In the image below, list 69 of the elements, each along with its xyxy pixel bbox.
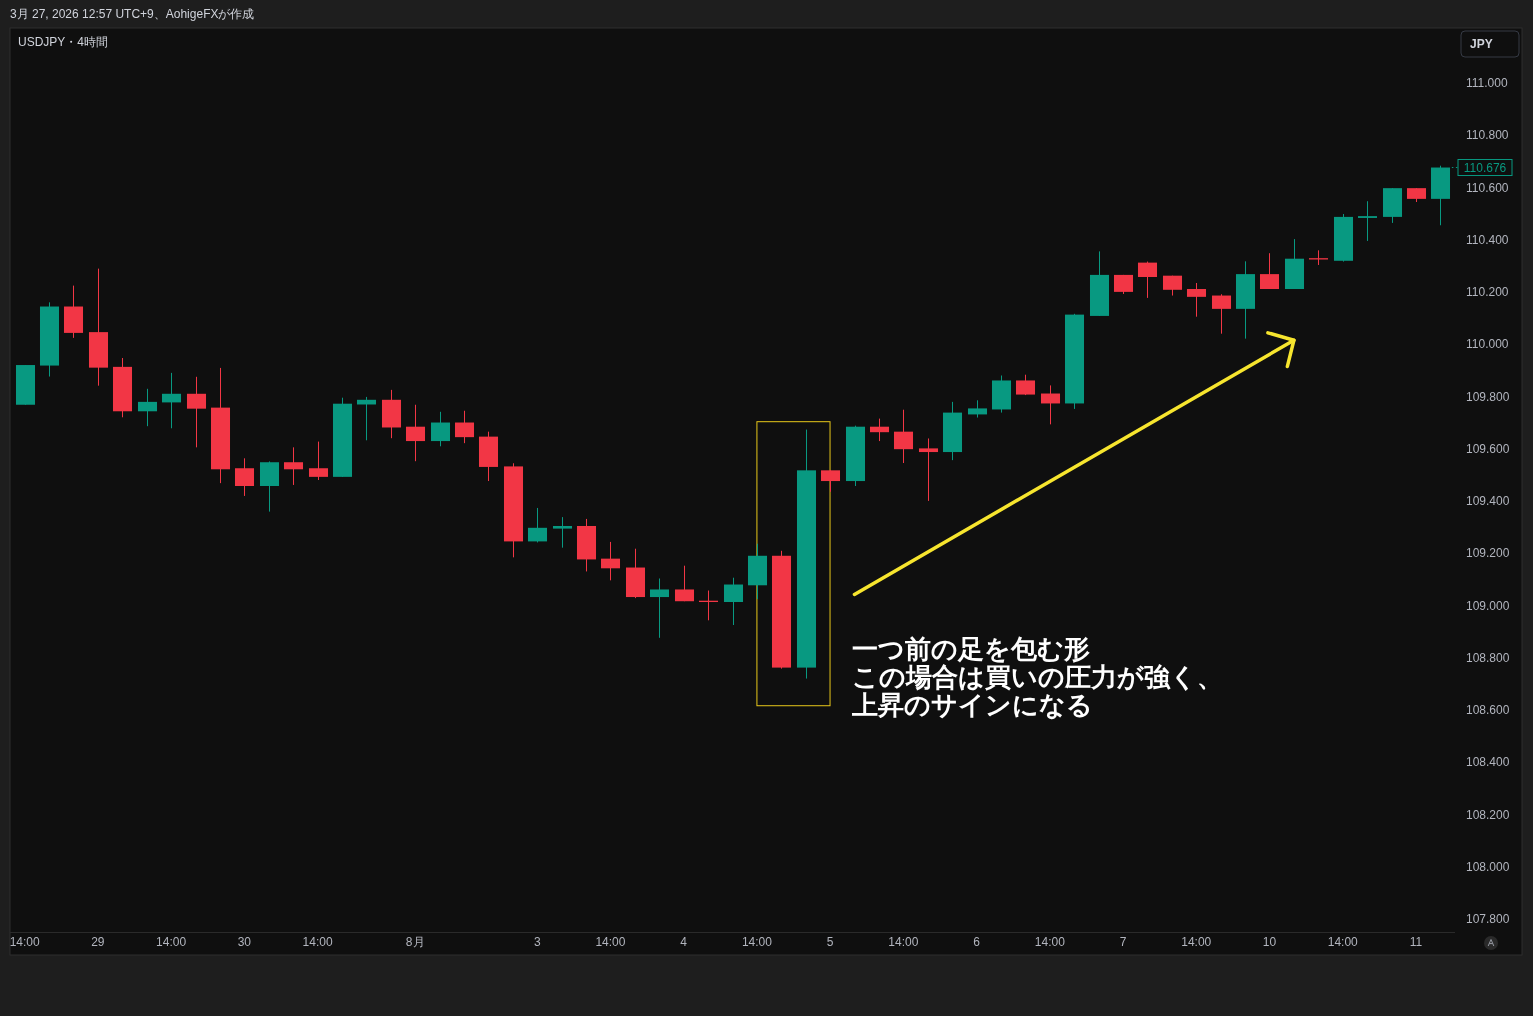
candlestick (552, 516, 573, 549)
ref-line-label: 110.676 (1463, 160, 1507, 175)
y-tick-label: 108.200 (1466, 807, 1510, 822)
y-tick-label: 108.800 (1466, 650, 1510, 665)
candlestick (1137, 261, 1158, 299)
y-tick-label: 110.600 (1466, 180, 1509, 195)
candlestick (918, 437, 939, 502)
candlestick (527, 507, 548, 543)
y-tick-label: 107.800 (1466, 912, 1510, 927)
annotation: 一つ前の足を包む形 (852, 634, 1091, 665)
x-tick-label: 30 (237, 935, 252, 950)
x-tick-label: 5 (826, 935, 834, 950)
x-tick-label: 14:00 (302, 935, 333, 950)
x-tick-label: 14:00 (595, 935, 626, 950)
candlestick (820, 469, 841, 493)
y-tick-label: 108.000 (1466, 859, 1510, 874)
y-tick-label: 108.400 (1466, 755, 1510, 770)
annotation: この場合は買いの圧力が強く、 (852, 662, 1224, 693)
candlestick (893, 409, 914, 464)
annotation: 上昇のサインになる (851, 690, 1094, 721)
candlestick (137, 388, 158, 427)
candlestick (283, 446, 304, 486)
y-tick-label: 108.600 (1466, 703, 1510, 718)
x-tick-label: 14:00 (1181, 935, 1212, 950)
candlestick (308, 441, 329, 481)
y-axis-title: JPY (1470, 37, 1493, 52)
x-tick-label: 29 (91, 935, 105, 950)
x-tick-label: 10 (1262, 935, 1277, 950)
candlestick (600, 541, 621, 581)
candlestick (234, 457, 255, 497)
x-tick-label: 14:00 (9, 935, 40, 950)
x-tick-label: 14:00 (156, 935, 187, 950)
x-tick-label: 14:00 (741, 935, 773, 950)
x-tick-label: 14:00 (888, 935, 919, 950)
candlestick (405, 404, 426, 462)
x-tick-label: 14:00 (1327, 935, 1359, 950)
candlestick (430, 411, 451, 447)
x-tick-label: 3 (533, 935, 541, 950)
text: USDJPY・4時間 (18, 35, 109, 49)
x-tick-label: 4 (680, 935, 688, 950)
x-tick-label: 6 (973, 935, 981, 950)
candlestick (259, 460, 280, 513)
candlestick (723, 577, 744, 626)
x-tick-label: 7 (1119, 935, 1127, 950)
candlestick (869, 418, 890, 442)
text: 3月 27, 2026 12:57 UTC+9、AohigeFXが作成 (10, 7, 255, 21)
y-tick-label: 110.000 (1466, 337, 1509, 352)
candlestick (649, 578, 670, 639)
x-tick-label: 8月 (405, 935, 425, 950)
candlestick (186, 376, 207, 448)
y-tick-label: 110.800 (1466, 128, 1509, 143)
candlestick (1259, 252, 1280, 290)
y-tick-label: 109.400 (1466, 494, 1510, 509)
x-tick-label: 11 (1409, 935, 1423, 950)
candlestick (161, 372, 182, 429)
y-tick-label: 111.000 (1466, 76, 1508, 91)
y-tick-label: 109.000 (1466, 598, 1510, 613)
y-tick-label: 110.200 (1466, 285, 1509, 300)
x-tick-label: 14:00 (1034, 935, 1066, 950)
y-tick-label: 109.600 (1466, 441, 1510, 456)
candlestick (674, 565, 695, 602)
candlestick (1357, 200, 1378, 242)
candlestick (1040, 384, 1061, 425)
y-tick-label: 109.800 (1466, 389, 1510, 404)
candlestick (454, 410, 475, 444)
y-tick-label: 109.200 (1466, 546, 1510, 561)
candlestick (1211, 293, 1232, 335)
y-tick-label: 110.400 (1466, 232, 1509, 247)
candlestick (1186, 282, 1207, 318)
